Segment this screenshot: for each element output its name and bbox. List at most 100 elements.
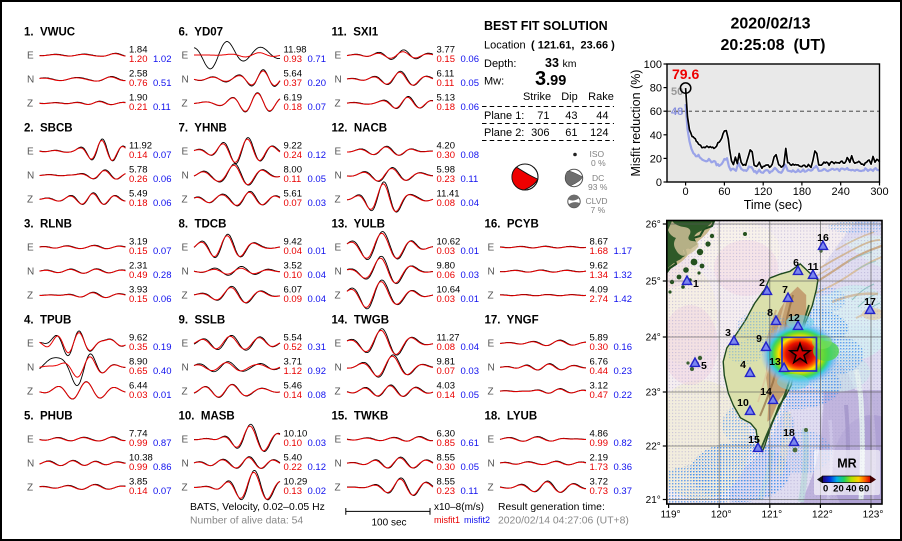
svg-text:24°: 24° bbox=[646, 333, 661, 344]
svg-text:N: N bbox=[27, 267, 34, 278]
svg-text:6: 6 bbox=[793, 257, 799, 269]
svg-text:Z: Z bbox=[335, 99, 341, 110]
svg-text:N: N bbox=[335, 459, 342, 470]
svg-text:120°: 120° bbox=[711, 510, 732, 521]
svg-text:CLVD: CLVD bbox=[586, 196, 608, 206]
svg-text:4. TPUB: 4. TPUB bbox=[24, 315, 71, 327]
svg-text:0.06: 0.06 bbox=[153, 294, 172, 305]
svg-text:E: E bbox=[182, 435, 189, 446]
svg-text:9.62: 9.62 bbox=[129, 333, 148, 344]
svg-text:0.06: 0.06 bbox=[153, 174, 172, 185]
svg-text:0.23: 0.23 bbox=[437, 174, 456, 185]
svg-text:1.32: 1.32 bbox=[614, 270, 633, 281]
svg-text:0.06: 0.06 bbox=[461, 102, 480, 113]
svg-text:11.27: 11.27 bbox=[437, 333, 460, 344]
svg-text:5.49: 5.49 bbox=[129, 189, 148, 200]
svg-text:N: N bbox=[335, 267, 342, 278]
svg-text:0.14: 0.14 bbox=[284, 390, 303, 401]
svg-text:E: E bbox=[335, 51, 342, 62]
svg-text:11.92: 11.92 bbox=[129, 141, 152, 152]
svg-text:0.21: 0.21 bbox=[129, 102, 148, 113]
svg-text:10.29: 10.29 bbox=[284, 477, 308, 488]
svg-text:6.44: 6.44 bbox=[129, 381, 148, 392]
svg-text:0.05: 0.05 bbox=[308, 174, 327, 185]
svg-text:3.93: 3.93 bbox=[129, 285, 148, 296]
svg-text:6.07: 6.07 bbox=[284, 285, 303, 296]
svg-text:40: 40 bbox=[650, 130, 662, 142]
svg-text:10. MASB: 10. MASB bbox=[179, 411, 235, 423]
svg-text:1.20: 1.20 bbox=[129, 54, 148, 65]
svg-text:0.87: 0.87 bbox=[153, 438, 172, 449]
svg-text:2.58: 2.58 bbox=[129, 69, 148, 80]
svg-text:N: N bbox=[182, 363, 189, 374]
svg-text:Z: Z bbox=[27, 483, 33, 494]
svg-text:Z: Z bbox=[182, 195, 188, 206]
svg-text:0.03: 0.03 bbox=[437, 294, 456, 305]
svg-text:9.42: 9.42 bbox=[284, 237, 303, 248]
svg-text:Z: Z bbox=[27, 99, 33, 110]
svg-text:9.62: 9.62 bbox=[590, 261, 609, 272]
svg-text:0.99: 0.99 bbox=[129, 462, 148, 473]
svg-text:Z: Z bbox=[335, 195, 341, 206]
svg-text:0: 0 bbox=[823, 484, 828, 495]
svg-text:misfit1: misfit1 bbox=[434, 515, 460, 525]
svg-text:0.51: 0.51 bbox=[153, 78, 172, 89]
svg-text:71: 71 bbox=[537, 110, 549, 122]
svg-text:N: N bbox=[27, 363, 34, 374]
svg-text:7.74: 7.74 bbox=[129, 429, 148, 440]
svg-text:9: 9 bbox=[756, 333, 762, 345]
svg-text:Misfit reduction (%): Misfit reduction (%) bbox=[629, 70, 643, 177]
svg-text:N: N bbox=[335, 171, 342, 182]
svg-text:6.19: 6.19 bbox=[284, 93, 303, 104]
svg-text:3.77: 3.77 bbox=[437, 45, 456, 56]
svg-text:40: 40 bbox=[846, 484, 857, 495]
svg-text:0.30: 0.30 bbox=[437, 462, 456, 473]
svg-text:60: 60 bbox=[650, 106, 662, 118]
svg-text:4.86: 4.86 bbox=[590, 429, 609, 440]
svg-text:5.40: 5.40 bbox=[284, 453, 303, 464]
svg-text:0 %: 0 % bbox=[591, 158, 606, 168]
svg-text:0.22: 0.22 bbox=[614, 390, 633, 401]
svg-text:10.10: 10.10 bbox=[284, 429, 308, 440]
svg-text:E: E bbox=[27, 147, 34, 158]
svg-text:20: 20 bbox=[833, 484, 844, 495]
svg-text:93 %: 93 % bbox=[588, 182, 608, 192]
svg-text:E: E bbox=[335, 339, 342, 350]
svg-text:( 121.61, 23.66 ): ( 121.61, 23.66 ) bbox=[531, 40, 615, 52]
svg-text:N: N bbox=[27, 459, 34, 470]
svg-text:0.93: 0.93 bbox=[284, 54, 303, 65]
svg-text:MR: MR bbox=[837, 457, 856, 471]
svg-text:0.20: 0.20 bbox=[308, 78, 327, 89]
svg-text:0.11: 0.11 bbox=[284, 174, 302, 185]
svg-text:misfit2: misfit2 bbox=[464, 515, 490, 525]
svg-text:3.72: 3.72 bbox=[590, 477, 609, 488]
svg-text:5: 5 bbox=[701, 360, 707, 372]
svg-text:5.89: 5.89 bbox=[590, 333, 609, 344]
svg-text:26°: 26° bbox=[646, 220, 661, 231]
svg-text:8. TDCB: 8. TDCB bbox=[179, 219, 227, 231]
svg-text:12. NACB: 12. NACB bbox=[332, 123, 388, 135]
svg-text:0.18: 0.18 bbox=[437, 102, 456, 113]
svg-text:0.18: 0.18 bbox=[129, 198, 148, 209]
svg-text:Dip: Dip bbox=[561, 91, 578, 103]
svg-text:100 sec: 100 sec bbox=[371, 518, 406, 529]
svg-text:60: 60 bbox=[718, 186, 730, 198]
svg-text:Z: Z bbox=[27, 291, 33, 302]
svg-text:0.23: 0.23 bbox=[437, 486, 456, 497]
svg-text:33: 33 bbox=[545, 56, 559, 70]
svg-text:43: 43 bbox=[565, 110, 577, 122]
svg-text:0.82: 0.82 bbox=[614, 438, 633, 449]
svg-text:0.01: 0.01 bbox=[461, 246, 480, 257]
svg-text:21°: 21° bbox=[646, 495, 661, 506]
svg-text:5.61: 5.61 bbox=[284, 189, 303, 200]
svg-text:Location: Location bbox=[484, 40, 526, 52]
svg-text:Plane 2:: Plane 2: bbox=[484, 127, 524, 139]
svg-text:9. SSLB: 9. SSLB bbox=[179, 315, 226, 327]
svg-text:0.06: 0.06 bbox=[153, 198, 172, 209]
svg-text:3.85: 3.85 bbox=[129, 477, 148, 488]
svg-text:0.16: 0.16 bbox=[614, 342, 633, 353]
svg-text:5.13: 5.13 bbox=[437, 93, 456, 104]
svg-text:2020/02/14 04:27:06 (UT+8): 2020/02/14 04:27:06 (UT+8) bbox=[498, 516, 629, 527]
svg-text:0.19: 0.19 bbox=[153, 342, 172, 353]
svg-text:2: 2 bbox=[759, 277, 765, 289]
